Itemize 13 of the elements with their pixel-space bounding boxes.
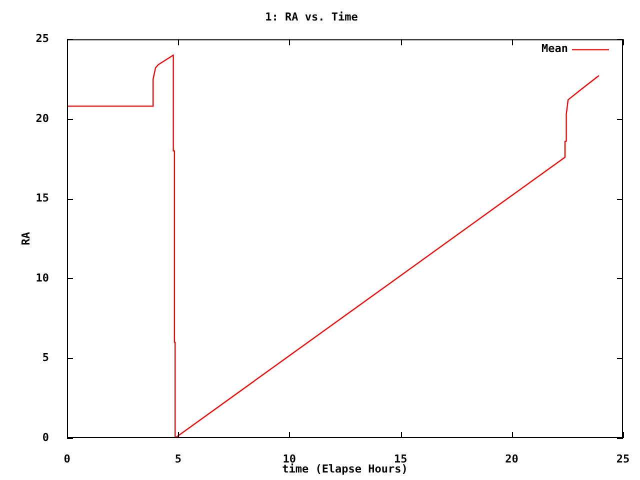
- y-axis-title: RA: [19, 232, 32, 246]
- y-tick-label: 10: [36, 271, 49, 284]
- y-tick-label: 25: [36, 32, 49, 46]
- y-tick-label: 20: [36, 112, 49, 125]
- chart-title: 1: RA vs. Time: [265, 10, 358, 24]
- y-tick-label: 5: [42, 351, 49, 364]
- y-tick-label: 0: [42, 430, 49, 444]
- legend-label: Mean: [542, 42, 568, 56]
- x-tick-label: 25: [616, 452, 630, 466]
- x-tick-label: 20: [505, 452, 518, 466]
- x-tick-label: 5: [174, 452, 182, 466]
- y-tick-label: 15: [36, 192, 49, 205]
- x-tick-label: 0: [64, 452, 70, 466]
